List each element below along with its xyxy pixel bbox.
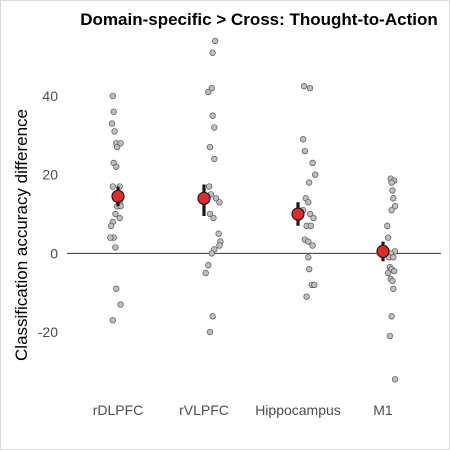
data-point bbox=[307, 222, 315, 229]
data-point bbox=[390, 195, 397, 202]
data-point bbox=[205, 88, 212, 96]
data-point bbox=[305, 199, 312, 206]
data-point bbox=[306, 210, 314, 218]
data-point bbox=[390, 285, 397, 292]
data-point bbox=[206, 210, 214, 218]
data-point bbox=[391, 203, 399, 210]
data-point bbox=[389, 187, 396, 194]
data-point bbox=[211, 155, 218, 163]
data-point bbox=[391, 376, 399, 383]
y-tick-label: 40 bbox=[42, 88, 58, 104]
data-point bbox=[108, 120, 116, 127]
data-point bbox=[309, 242, 316, 249]
mean-marker bbox=[111, 189, 125, 203]
data-point bbox=[390, 254, 397, 261]
mean-marker bbox=[197, 191, 211, 205]
data-point bbox=[388, 179, 395, 186]
data-point bbox=[109, 183, 116, 190]
chart-title: Domain-specific > Cross: Thought-to-Acti… bbox=[80, 10, 437, 29]
data-point bbox=[208, 84, 215, 92]
data-point bbox=[210, 214, 217, 222]
data-point bbox=[209, 313, 216, 320]
y-axis-label: Classification accuracy difference bbox=[12, 109, 31, 361]
data-point bbox=[202, 269, 209, 277]
data-point bbox=[112, 244, 119, 251]
data-point bbox=[389, 277, 396, 285]
data-point bbox=[216, 199, 223, 206]
data-point bbox=[111, 128, 118, 135]
data-point bbox=[306, 265, 313, 273]
data-point bbox=[216, 242, 223, 249]
x-tick-label: Hippocampus bbox=[255, 402, 341, 418]
data-point bbox=[300, 83, 308, 90]
data-point bbox=[113, 144, 121, 151]
data-point bbox=[385, 234, 392, 241]
data-point bbox=[209, 49, 216, 56]
data-point bbox=[388, 206, 395, 214]
data-point bbox=[306, 84, 314, 92]
data-point bbox=[206, 183, 213, 190]
y-tick-label: 20 bbox=[42, 167, 58, 183]
data-point bbox=[212, 195, 220, 202]
data-point bbox=[107, 234, 114, 241]
data-point bbox=[306, 179, 313, 186]
data-point bbox=[391, 267, 398, 275]
data-point bbox=[388, 313, 395, 320]
x-tick-label: rDLPFC bbox=[93, 402, 144, 418]
data-point bbox=[303, 293, 310, 300]
data-point bbox=[211, 124, 218, 131]
data-point bbox=[112, 210, 119, 218]
data-point bbox=[305, 254, 312, 261]
data-point bbox=[205, 262, 212, 269]
mean-marker bbox=[291, 207, 305, 221]
data-point bbox=[310, 214, 317, 222]
data-point bbox=[300, 136, 307, 143]
data-point bbox=[109, 92, 116, 100]
data-point bbox=[117, 301, 124, 308]
data-point bbox=[215, 230, 222, 237]
data-point bbox=[206, 144, 214, 151]
data-point bbox=[305, 238, 312, 245]
data-point bbox=[116, 214, 123, 222]
data-point bbox=[309, 159, 316, 167]
data-point bbox=[385, 269, 392, 277]
data-point bbox=[386, 332, 394, 340]
data-point bbox=[301, 147, 309, 155]
x-tick-label: M1 bbox=[373, 402, 393, 418]
data-point bbox=[109, 317, 116, 324]
mean-marker bbox=[376, 244, 390, 259]
data-point bbox=[113, 285, 120, 292]
data-point bbox=[311, 281, 318, 288]
y-tick-label: -20 bbox=[38, 324, 58, 340]
y-tick-label: 0 bbox=[50, 245, 58, 261]
data-point bbox=[206, 328, 214, 336]
x-tick-label: rVLPFC bbox=[179, 402, 229, 418]
data-point bbox=[212, 37, 219, 45]
data-point bbox=[209, 112, 216, 119]
data-point bbox=[107, 222, 115, 229]
data-point bbox=[110, 108, 117, 115]
data-point bbox=[113, 163, 120, 170]
data-point bbox=[312, 171, 319, 178]
data-point bbox=[384, 222, 391, 229]
data-point bbox=[208, 250, 215, 257]
data-point bbox=[117, 140, 124, 147]
